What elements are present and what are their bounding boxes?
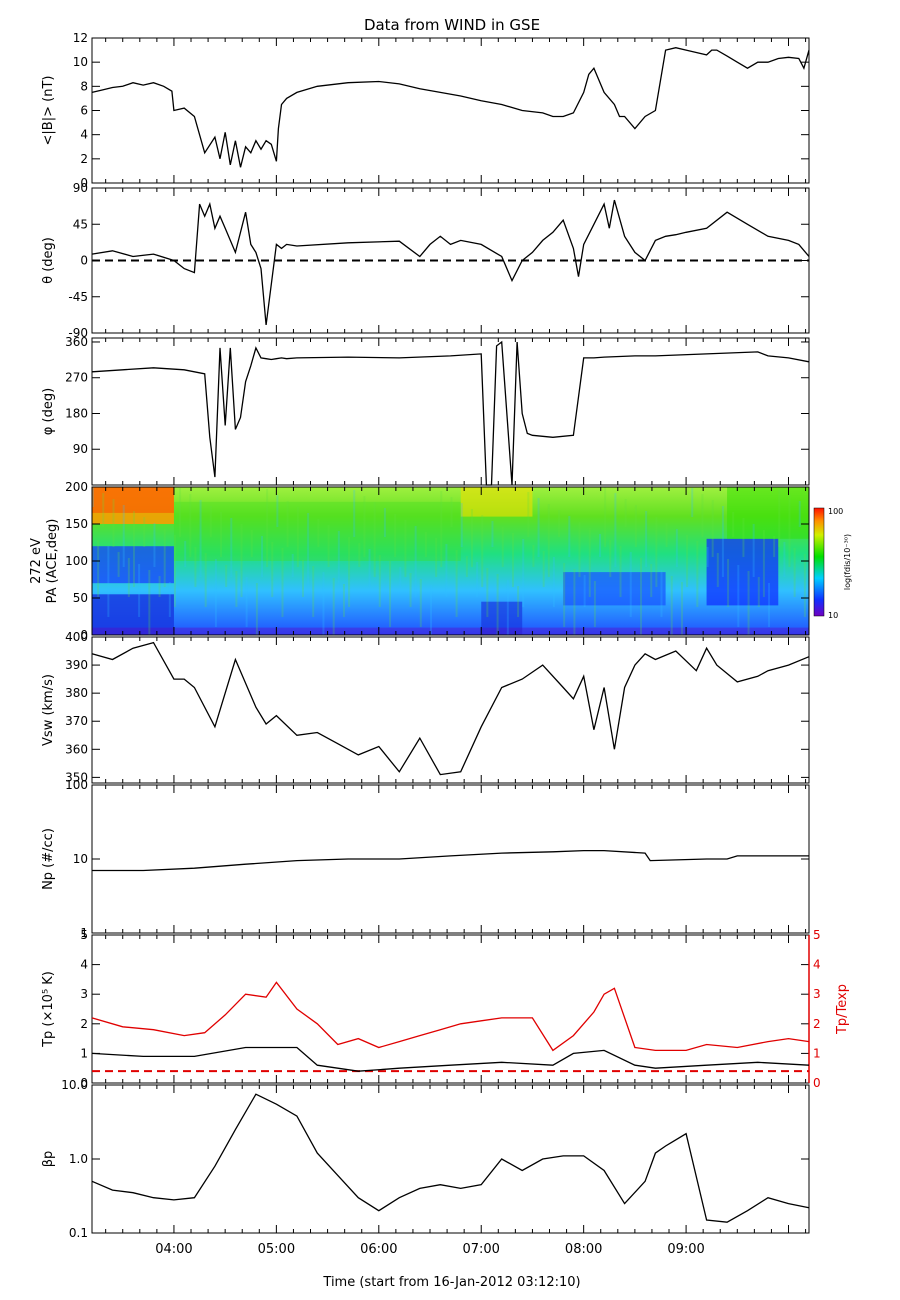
y-tick-label: 400: [65, 630, 88, 644]
series-line-Tp-1: [91, 981, 810, 1052]
y-tick-label: 1.0: [69, 1152, 88, 1166]
y-tick-label: 0: [80, 176, 88, 190]
y-axis-label: Vsw (km/s): [41, 674, 56, 746]
y-axis-label: βp: [41, 1151, 56, 1168]
y-tick-label: 1: [80, 926, 88, 940]
y-axis-label: Np (#/cc): [41, 828, 56, 890]
y-tick-label-right: 3: [813, 987, 821, 1001]
x-tick-label: 07:00: [462, 1242, 499, 1257]
y-tick-label: 3: [80, 987, 88, 1001]
y-tick-label: 380: [65, 686, 88, 700]
x-tick-label: 06:00: [360, 1242, 397, 1257]
y-tick-label: -45: [68, 290, 88, 304]
y-tick-label: 0: [80, 628, 88, 642]
series-line-phi-0: [91, 340, 810, 486]
pa-heatmap: [92, 487, 809, 635]
x-tick-label: 09:00: [667, 1242, 704, 1257]
y-tick-label: 50: [73, 591, 88, 605]
x-tick-label: 05:00: [258, 1242, 295, 1257]
panel-Tp: 0 0 1 1 2 2 3 3 4 4 5 5 Tp (×10⁵ K) Tp/Texp: [41, 928, 850, 1090]
y-axis-label: 272 eV: [29, 538, 44, 584]
y-tick-label-right: 2: [813, 1017, 821, 1031]
y-tick-label-right: 5: [813, 928, 821, 942]
y-axis-label: φ (deg): [41, 388, 56, 435]
y-tick-label: 100: [65, 778, 88, 792]
colorbar: 100 10 log(fdis/10⁻³⁰): [813, 507, 852, 620]
series-line-Tp-0: [91, 1046, 810, 1072]
series-line-B-0: [91, 47, 810, 168]
colorbar-min-label: 10: [828, 611, 838, 620]
series-line-theta-0: [91, 199, 810, 325]
panel-PA: 100 10 log(fdis/10⁻³⁰) 0 50 100 150 200 272 eV PA…: [29, 480, 852, 642]
y-axis-label: <|B|> (nT): [41, 76, 56, 146]
y-tick-label: 5: [80, 928, 88, 942]
x-axis-label: Time (start from 16-Jan-2012 03:12:10): [322, 1275, 580, 1290]
y-tick-label: 200: [65, 480, 88, 494]
series-line-beta-0: [91, 1093, 810, 1223]
y-tick-label: 0.1: [69, 1226, 88, 1240]
plot-title: Data from WIND in GSE: [364, 16, 540, 34]
y-tick-label: 12: [73, 31, 88, 45]
y-axis-label: Tp (×10⁵ K): [41, 971, 56, 1048]
x-tick-label: 04:00: [155, 1242, 192, 1257]
series-line-V-0: [91, 641, 810, 776]
y-tick-label: 10: [73, 55, 88, 69]
panel-B: 0 2 4 6 8 10 12 <|B|> (nT): [41, 31, 810, 190]
y-tick-label: 10.0: [61, 1078, 88, 1092]
y-tick-label: 90: [73, 442, 88, 456]
y-tick-label: 0: [80, 1076, 88, 1090]
y-tick-label: 45: [73, 217, 88, 231]
y-axis-label: PA (ACE,deg): [45, 519, 60, 604]
y-tick-label: 90: [73, 181, 88, 195]
y-tick-label: 1: [80, 1046, 88, 1060]
panel-theta: -90 -45 0 45 90 θ (deg): [41, 181, 810, 340]
y-tick-label: 360: [65, 335, 88, 349]
y-axis-label: θ (deg): [41, 237, 56, 284]
panel-frame: [91, 934, 810, 1084]
y-tick-label: 0: [80, 254, 88, 268]
y-tick-label: 390: [65, 658, 88, 672]
panel-Np: 1 10 100 Np (#/cc): [41, 778, 810, 940]
y-tick-label: 4: [80, 958, 88, 972]
y-tick-label: 6: [80, 104, 88, 118]
y-tick-label: 2: [80, 1017, 88, 1031]
panel-beta: 0.1 1.0 10.0 βp: [41, 1078, 810, 1240]
colorbar-max-label: 100: [828, 507, 843, 516]
y-tick-label: 360: [65, 742, 88, 756]
y-tick-label: 370: [65, 714, 88, 728]
y-tick-label: 4: [80, 128, 88, 142]
panel-V: 350 360 370 380 390 400 Vsw (km/s): [41, 630, 810, 784]
y-tick-label-right: 4: [813, 958, 821, 972]
panel-frame: [91, 1084, 810, 1234]
y-tick-label: 350: [65, 770, 88, 784]
panel-frame: [91, 37, 810, 184]
panel-phi: 90 180 270 360 φ (deg): [41, 335, 810, 486]
colorbar-label: log(fdis/10⁻³⁰): [843, 534, 852, 590]
y-tick-label: 180: [65, 406, 88, 420]
y-tick-label-right: 0: [813, 1076, 821, 1090]
y-tick-label: 8: [80, 79, 88, 93]
x-tick-label: 08:00: [565, 1242, 602, 1257]
panel-frame: [91, 337, 810, 486]
series-line-Np-0: [92, 849, 809, 872]
y-tick-label: 270: [65, 371, 88, 385]
x-axis-tick-labels: 04:00 05:00 06:00 07:00 08:00 09:00: [155, 1242, 705, 1257]
y-tick-label: -90: [68, 326, 88, 340]
panel-frame: [91, 636, 810, 784]
y-tick-label: 100: [65, 554, 88, 568]
y-tick-label: 150: [65, 517, 88, 531]
y-tick-label: 10: [73, 852, 88, 866]
y-tick-label-right: 1: [813, 1046, 821, 1060]
y-tick-label: 2: [80, 152, 88, 166]
y-axis-label-right: Tp/Texp: [835, 984, 850, 1035]
